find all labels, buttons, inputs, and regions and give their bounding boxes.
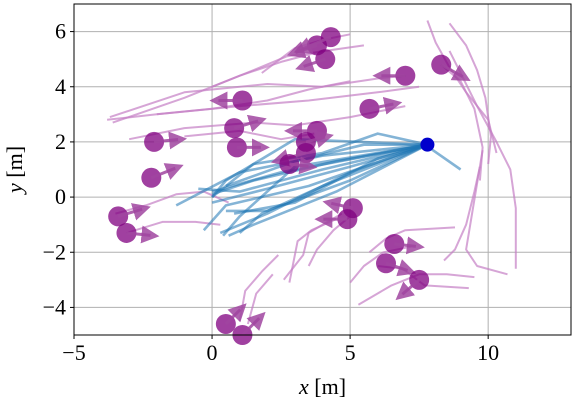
pedestrian-heading-arrow: [395, 278, 421, 301]
y-tick-label: −4: [43, 294, 66, 319]
pedestrian-heading-arrow: [126, 225, 160, 244]
pedestrian-trajectory: [448, 22, 492, 165]
pedestrian-heading-arrow: [153, 131, 188, 150]
axis-ticks: −5 0 5 10 −4 −2 0 2 4 6: [43, 19, 500, 365]
pedestrian-heading-arrow: [289, 156, 318, 175]
y-axis-label: y [m]: [2, 146, 27, 195]
pedestrian-heading-arrow: [305, 130, 334, 149]
pedestrian-trajectory: [156, 80, 351, 116]
x-tick-label: 0: [207, 340, 218, 365]
pedestrian-trajectory: [211, 44, 365, 88]
robot-trajectories: [175, 132, 462, 237]
pedestrian-trajectory: [106, 85, 420, 121]
pedestrian-heading-arrow: [394, 236, 425, 255]
robot-marker: [420, 137, 435, 152]
pedestrian-heading-arrow: [150, 163, 184, 180]
pedestrian-heading-arrow: [293, 35, 332, 54]
pedestrian-heading-arrow: [322, 196, 354, 215]
x-tick-label: 5: [345, 340, 356, 365]
pedestrian-heading-arrow: [385, 259, 417, 277]
pedestrian-heading-arrow: [117, 203, 151, 221]
pedestrian-heading-arrow: [295, 54, 326, 73]
pedestrian-trajectory: [443, 166, 481, 262]
robot: [420, 137, 435, 152]
pedestrian-heading-arrow: [241, 311, 266, 337]
x-tick-label: 10: [477, 340, 499, 365]
pedestrian-trajectory: [129, 105, 406, 141]
pedestrian-trajectory: [288, 218, 337, 283]
pedestrian-heading-arrow: [233, 114, 267, 133]
robot-trajectory: [238, 143, 428, 234]
pedestrian-heading-arrow: [440, 63, 471, 82]
pedestrian-trajectory: [465, 150, 508, 276]
pedestrian-heading-arrow: [224, 303, 247, 326]
pedestrian-trajectory: [440, 63, 484, 181]
pedestrian-heading-arrow: [369, 96, 403, 115]
pedestrian-trajectory: [283, 212, 343, 281]
robot-trajectory: [222, 143, 428, 237]
pedestrian-trajectory: [246, 273, 274, 325]
robot-trajectory: [225, 143, 428, 188]
x-axis-label: x [m]: [298, 374, 346, 399]
y-tick-label: 2: [55, 129, 66, 154]
y-tick-label: −2: [43, 239, 66, 264]
robot-trajectory: [211, 132, 428, 199]
pedestrian-trajectory: [238, 254, 280, 322]
pedestrians: [108, 27, 471, 345]
y-tick-label: 0: [55, 184, 66, 209]
x-tick-label: −5: [62, 340, 85, 365]
plot-frame: [73, 3, 572, 336]
y-tick-label: 6: [55, 19, 66, 44]
pedestrian-trajectory: [368, 226, 456, 254]
y-tick-label: 4: [55, 74, 66, 99]
